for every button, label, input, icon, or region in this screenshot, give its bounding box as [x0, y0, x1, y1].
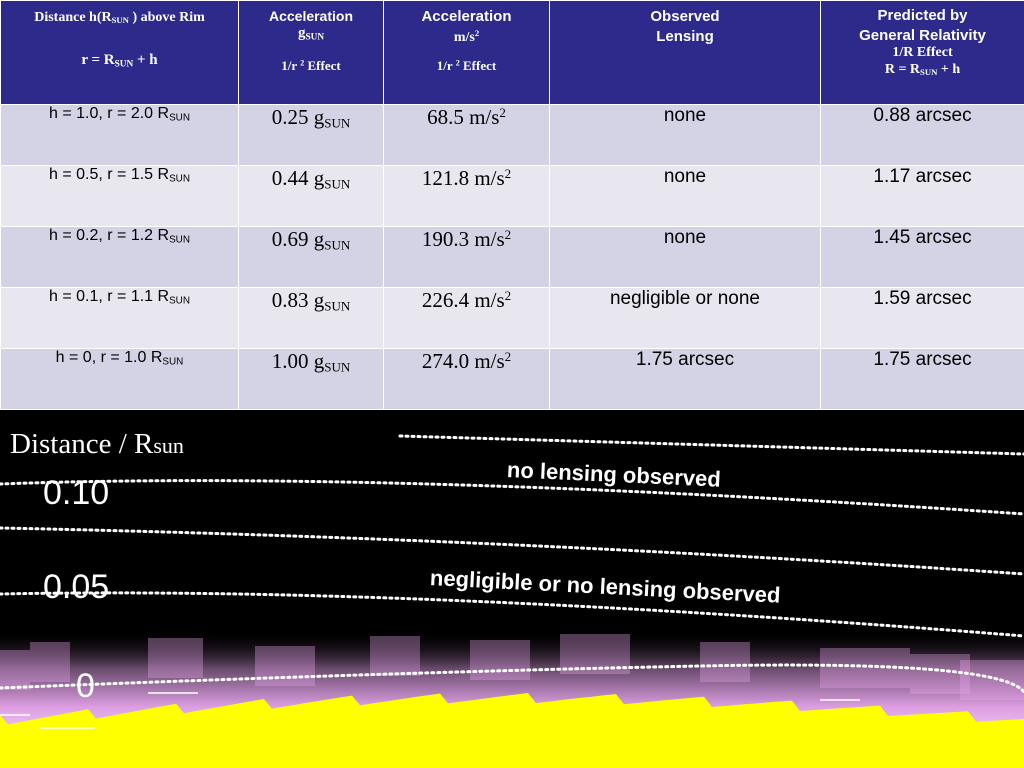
header-accel-g: Acceleration gSUN 1/r 2 Effect: [238, 0, 384, 105]
axis-label: Distance / Rsun: [10, 428, 184, 460]
cell-accel-g: 0.83 gSUN: [238, 287, 384, 349]
sun-corona-panel: Distance / Rsun 0.10 0.05 0 no lensing o…: [0, 410, 1024, 768]
cell-distance: h = 0.5, r = 1.5 RSUN: [0, 165, 239, 227]
sun-limb-image: [0, 434, 1024, 768]
cell-predicted: 1.75 arcsec: [820, 348, 1024, 410]
cell-accel-g: 0.25 gSUN: [238, 104, 384, 166]
corona-block: [255, 646, 315, 686]
cell-distance: h = 1.0, r = 2.0 RSUN: [0, 104, 239, 166]
cell-observed: negligible or none: [549, 287, 821, 349]
corona-block: [910, 654, 970, 694]
cell-accel-ms: 226.4 m/s2: [383, 287, 550, 349]
header-observed: Observed Lensing: [549, 0, 821, 105]
cell-predicted: 1.17 arcsec: [820, 165, 1024, 227]
tick-label-0-05: 0.05: [43, 568, 110, 606]
dotted-distance-line: [0, 591, 1024, 638]
cell-distance: h = 0.1, r = 1.1 RSUN: [0, 287, 239, 349]
dotted-distance-line: [0, 526, 1024, 576]
cell-predicted: 0.88 arcsec: [820, 104, 1024, 166]
corona-block: [960, 660, 1024, 700]
cell-accel-ms: 190.3 m/s2: [383, 226, 550, 288]
sun-surface: [0, 693, 1024, 768]
dotted-distance-line: [0, 663, 1024, 694]
table-row: h = 1.0, r = 2.0 RSUN 0.25 gSUN 68.5 m/s2 n…: [0, 104, 1024, 166]
cell-observed: 1.75 arcsec: [549, 348, 821, 410]
corona-block: [0, 650, 30, 690]
corona-block: [148, 638, 203, 678]
cell-observed: none: [549, 165, 821, 227]
cell-predicted: 1.45 arcsec: [820, 226, 1024, 288]
cell-observed: none: [549, 104, 821, 166]
tick-label-0: 0: [76, 667, 95, 705]
dotted-distance-line: [398, 434, 1024, 456]
cell-accel-ms: 68.5 m/s2: [383, 104, 550, 166]
lensing-table: Distance h(RSUN ) above Rim r = RSUN + h…: [0, 0, 1024, 410]
corona-block: [470, 640, 530, 680]
header-distance: Distance h(RSUN ) above Rim r = RSUN + h: [0, 0, 239, 105]
tick-label-0-10: 0.10: [43, 474, 110, 512]
cell-accel-g: 1.00 gSUN: [238, 348, 384, 410]
table-row: h = 0.1, r = 1.1 RSUN 0.83 gSUN 226.4 m/s2…: [0, 287, 1024, 349]
corona-block: [30, 642, 70, 682]
corona-block: [700, 642, 750, 682]
header-row: Distance h(RSUN ) above Rim r = RSUN + h…: [0, 0, 1024, 105]
table-row: h = 0.5, r = 1.5 RSUN 0.44 gSUN 121.8 m/s2…: [0, 165, 1024, 227]
table-row: h = 0.2, r = 1.2 RSUN 0.69 gSUN 190.3 m/s2…: [0, 226, 1024, 288]
corona-block: [370, 636, 420, 676]
cell-accel-ms: 274.0 m/s2: [383, 348, 550, 410]
cell-distance: h = 0.2, r = 1.2 RSUN: [0, 226, 239, 288]
table-row: h = 0, r = 1.0 RSUN 1.00 gSUN 274.0 m/s2 1.…: [0, 348, 1024, 410]
cell-predicted: 1.59 arcsec: [820, 287, 1024, 349]
cell-observed: none: [549, 226, 821, 288]
header-accel-ms: Acceleration m/s2 1/r 2 Effect: [383, 0, 550, 105]
cell-accel-g: 0.44 gSUN: [238, 165, 384, 227]
cell-accel-ms: 121.8 m/s2: [383, 165, 550, 227]
cell-distance: h = 0, r = 1.0 RSUN: [0, 348, 239, 410]
cell-accel-g: 0.69 gSUN: [238, 226, 384, 288]
dotted-distance-line: [0, 479, 1024, 516]
header-predicted: Predicted by General Relativity 1/R Effe…: [820, 0, 1024, 105]
